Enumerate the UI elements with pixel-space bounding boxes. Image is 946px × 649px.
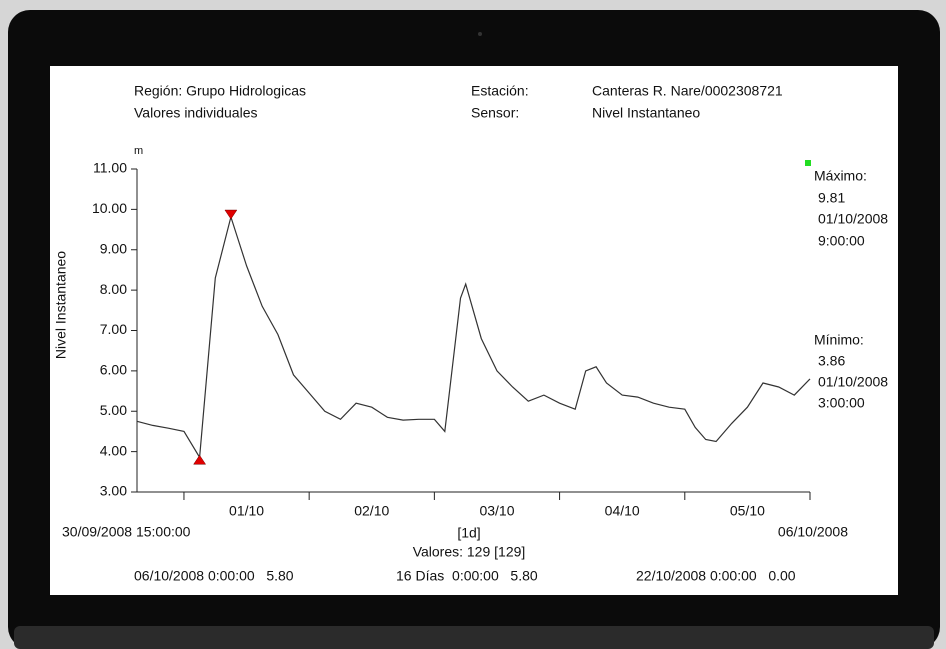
min-date: 01/10/2008 xyxy=(818,374,888,390)
y-axis-label: Nivel Instantaneo xyxy=(53,251,69,359)
y-tick-label: 3.00 xyxy=(100,483,127,499)
x-tick-label: 05/10 xyxy=(730,503,765,519)
max-label: Máximo: xyxy=(814,168,867,184)
screen xyxy=(50,66,898,595)
min-label: Mínimo: xyxy=(814,332,864,348)
minimum-marker xyxy=(193,454,207,465)
end-date: 06/10/2008 xyxy=(778,524,848,540)
footer-left: 06/10/2008 0:00:00 5.80 xyxy=(134,568,294,584)
x-tick-label: 04/10 xyxy=(605,503,640,519)
y-tick-label: 4.00 xyxy=(100,442,127,458)
max-date: 01/10/2008 xyxy=(818,211,888,227)
interval: [1d] xyxy=(457,525,480,541)
maximum-marker xyxy=(224,209,238,220)
y-tick-label: 5.00 xyxy=(100,402,127,418)
max-time: 9:00:00 xyxy=(818,233,865,249)
footer-middle: 16 Días 0:00:00 5.80 xyxy=(396,568,538,584)
y-tick-label: 10.00 xyxy=(92,200,127,216)
sensor-label: Sensor: xyxy=(471,105,519,121)
y-tick-label: 7.00 xyxy=(100,321,127,337)
y-tick-label: 9.00 xyxy=(100,240,127,256)
x-tick-label: 03/10 xyxy=(479,503,514,519)
station-label: Estación: xyxy=(471,83,529,99)
x-tick-label: 01/10 xyxy=(229,503,264,519)
y-tick-label: 8.00 xyxy=(100,281,127,297)
region: Región: Grupo Hidrologicas xyxy=(134,83,306,99)
y-tick-label: 11.00 xyxy=(93,160,127,176)
footer-right: 22/10/2008 0:00:00 0.00 xyxy=(636,568,796,584)
min-time: 3:00:00 xyxy=(818,395,865,411)
count: Valores: 129 [129] xyxy=(413,544,526,560)
laptop-base xyxy=(14,626,934,649)
camera xyxy=(478,32,482,36)
x-tick-label: 02/10 xyxy=(354,503,389,519)
min-value: 3.86 xyxy=(818,353,845,369)
station: Canteras R. Nare/0002308721 xyxy=(592,83,783,99)
line xyxy=(136,214,811,460)
max-value: 9.81 xyxy=(818,190,845,206)
sensor: Nivel Instantaneo xyxy=(592,105,700,121)
status-indicator xyxy=(805,160,811,166)
y-tick-label: 6.00 xyxy=(100,362,127,378)
start-date: 30/09/2008 15:00:00 xyxy=(62,524,191,540)
mode: Valores individuales xyxy=(134,105,257,121)
y-unit: m xyxy=(134,145,143,157)
